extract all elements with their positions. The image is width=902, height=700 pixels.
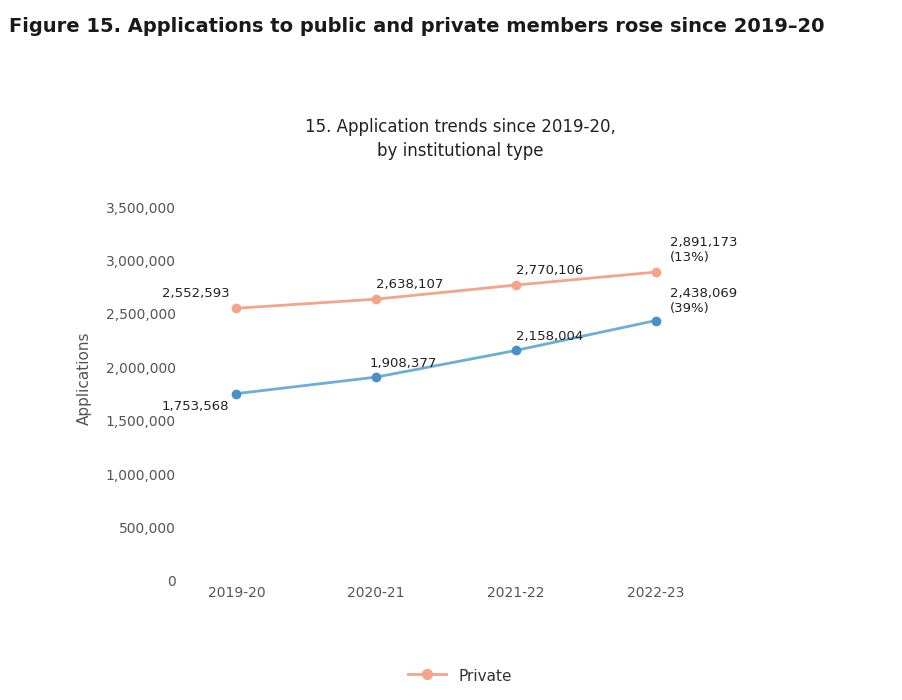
Text: 2,770,106: 2,770,106 bbox=[516, 264, 584, 277]
Text: 1,753,568: 1,753,568 bbox=[161, 400, 229, 413]
Text: 1,908,377: 1,908,377 bbox=[369, 356, 437, 370]
Text: 2,638,107: 2,638,107 bbox=[376, 278, 444, 291]
Title: 15. Application trends since 2019-20,
by institutional type: 15. Application trends since 2019-20, by… bbox=[305, 118, 615, 160]
Y-axis label: Applications: Applications bbox=[77, 331, 91, 425]
Text: 2,891,173
(13%): 2,891,173 (13%) bbox=[670, 236, 737, 264]
Text: 2,552,593: 2,552,593 bbox=[161, 287, 229, 300]
Text: 2,158,004: 2,158,004 bbox=[516, 330, 584, 343]
Legend: Private, Public: Private, Public bbox=[402, 662, 518, 700]
Text: Figure 15. Applications to public and private members rose since 2019–20: Figure 15. Applications to public and pr… bbox=[9, 18, 824, 36]
Text: 2,438,069
(39%): 2,438,069 (39%) bbox=[670, 287, 737, 315]
